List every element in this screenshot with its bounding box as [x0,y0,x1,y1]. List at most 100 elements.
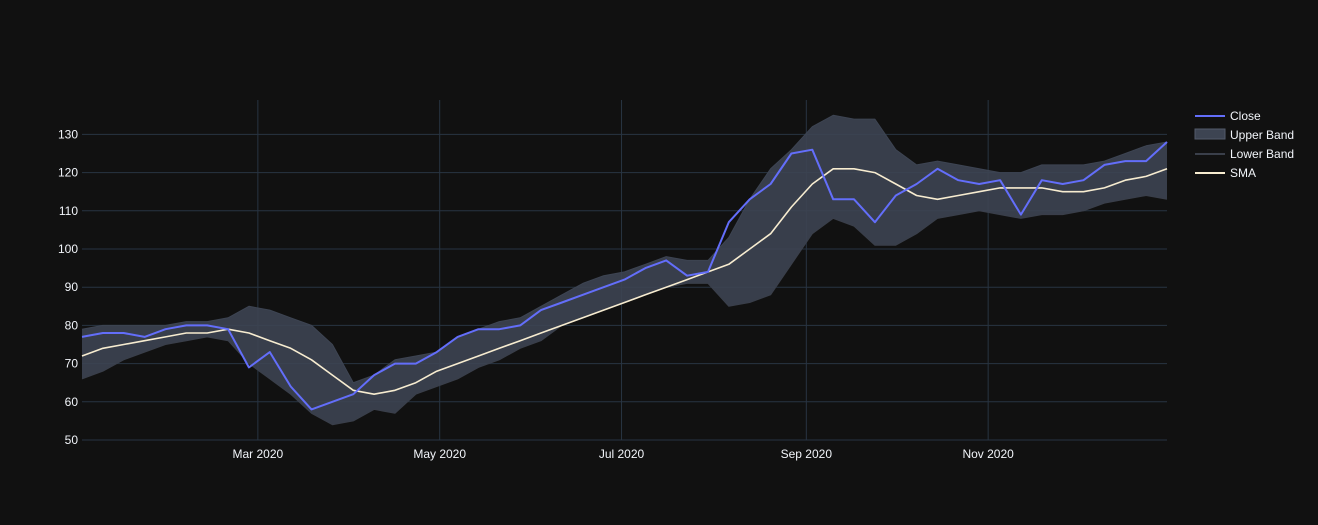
data-point-lower-band[interactable] [998,213,1002,217]
data-point-sma[interactable] [1102,186,1106,190]
data-point-close[interactable] [247,365,251,369]
data-point-close[interactable] [1123,159,1127,163]
legend-item-upper-band[interactable]: Upper Band [1194,128,1294,142]
data-point-close[interactable] [873,220,877,224]
data-point-close[interactable] [831,197,835,201]
data-point-lower-band[interactable] [1061,213,1065,217]
data-point-close[interactable] [122,331,126,335]
data-point-lower-band[interactable] [748,301,752,305]
data-point-close[interactable] [476,327,480,331]
data-point-close[interactable] [956,178,960,182]
data-point-sma[interactable] [789,205,793,209]
series-line-upper-band[interactable] [81,114,1168,384]
data-point-upper-band[interactable] [623,270,627,274]
data-point-lower-band[interactable] [1102,201,1106,205]
data-point-sma[interactable] [936,197,940,201]
data-point-upper-band[interactable] [539,304,543,308]
data-point-upper-band[interactable] [205,320,209,324]
data-point-lower-band[interactable] [226,339,230,343]
data-point-upper-band[interactable] [998,171,1002,175]
data-point-upper-band[interactable] [1061,163,1065,167]
legend[interactable]: Close Upper Band Lower Band SMA [1194,109,1294,180]
data-point-lower-band[interactable] [810,232,814,236]
data-point-upper-band[interactable] [685,258,689,262]
data-point-upper-band[interactable] [894,148,898,152]
data-point-lower-band[interactable] [414,392,418,396]
data-point-upper-band[interactable] [831,113,835,117]
data-point-lower-band[interactable] [831,216,835,220]
data-point-lower-band[interactable] [143,350,147,354]
data-point-sma[interactable] [915,194,919,198]
data-point-lower-band[interactable] [372,407,376,411]
data-point-lower-band[interactable] [727,304,731,308]
data-point-upper-band[interactable] [915,163,919,167]
data-point-upper-band[interactable] [581,281,585,285]
data-point-lower-band[interactable] [852,224,856,228]
data-point-upper-band[interactable] [351,381,355,385]
data-point-sma[interactable] [247,331,251,335]
data-point-sma[interactable] [873,171,877,175]
data-point-close[interactable] [936,167,940,171]
data-point-sma[interactable] [852,167,856,171]
data-point-upper-band[interactable] [1040,163,1044,167]
data-point-lower-band[interactable] [101,369,105,373]
series-line-close[interactable] [81,141,1168,411]
data-point-close[interactable] [289,385,293,389]
data-point-sma[interactable] [393,388,397,392]
data-point-lower-band[interactable] [164,343,168,347]
plot-area[interactable] [80,113,1169,426]
data-point-lower-band[interactable] [456,377,460,381]
data-point-upper-band[interactable] [268,308,272,312]
data-point-upper-band[interactable] [247,304,251,308]
data-point-sma[interactable] [497,346,501,350]
data-point-sma[interactable] [476,354,480,358]
data-point-sma[interactable] [414,381,418,385]
data-point-close[interactable] [852,197,856,201]
data-point-sma[interactable] [1040,186,1044,190]
data-point-lower-band[interactable] [80,377,84,381]
data-point-upper-band[interactable] [226,316,230,320]
data-point-sma[interactable] [664,285,668,289]
data-point-sma[interactable] [560,323,564,327]
data-point-close[interactable] [435,350,439,354]
data-point-close[interactable] [915,182,919,186]
data-point-upper-band[interactable] [706,258,710,262]
data-point-upper-band[interactable] [414,354,418,358]
data-point-sma[interactable] [810,182,814,186]
data-point-sma[interactable] [164,335,168,339]
data-point-close[interactable] [977,182,981,186]
data-point-upper-band[interactable] [310,323,314,327]
data-point-sma[interactable] [769,232,773,236]
data-point-upper-band[interactable] [560,293,564,297]
data-point-close[interactable] [769,182,773,186]
legend-item-lower-band[interactable]: Lower Band [1195,147,1294,161]
data-point-upper-band[interactable] [810,125,814,129]
data-point-sma[interactable] [831,167,835,171]
data-point-lower-band[interactable] [977,209,981,213]
data-point-sma[interactable] [1019,186,1023,190]
data-point-close[interactable] [1165,140,1169,144]
data-point-upper-band[interactable] [101,323,105,327]
data-point-close[interactable] [539,308,543,312]
data-point-close[interactable] [1082,178,1086,182]
data-point-lower-band[interactable] [1019,216,1023,220]
data-point-lower-band[interactable] [1123,197,1127,201]
data-point-sma[interactable] [748,247,752,251]
data-point-lower-band[interactable] [894,243,898,247]
data-point-sma[interactable] [998,186,1002,190]
data-point-sma[interactable] [80,354,84,358]
data-point-close[interactable] [372,373,376,377]
data-point-sma[interactable] [435,369,439,373]
data-point-lower-band[interactable] [915,232,919,236]
data-point-upper-band[interactable] [1019,171,1023,175]
data-point-close[interactable] [623,278,627,282]
data-point-upper-band[interactable] [789,148,793,152]
data-point-close[interactable] [101,331,105,335]
data-point-close[interactable] [205,323,209,327]
series-line-sma[interactable] [81,168,1168,395]
data-point-sma[interactable] [372,392,376,396]
data-point-close[interactable] [268,350,272,354]
data-point-close[interactable] [414,362,418,366]
data-point-upper-band[interactable] [602,274,606,278]
data-point-sma[interactable] [894,182,898,186]
